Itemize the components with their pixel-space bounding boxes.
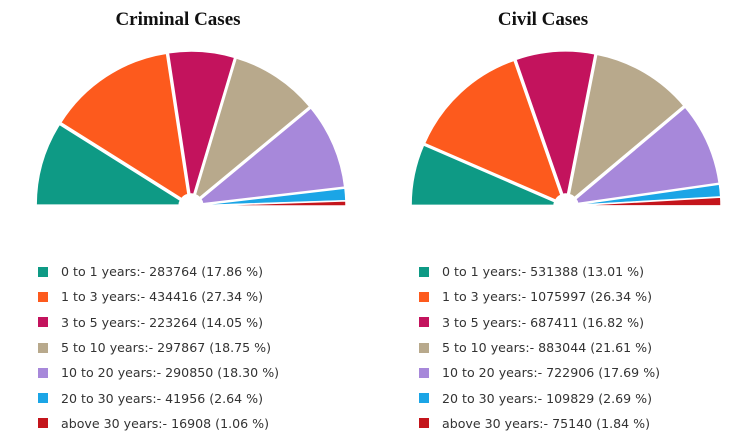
legend-item-20-to-30: 20 to 30 years:- 109829 (2.69 %) bbox=[419, 385, 660, 410]
legend-label: 0 to 1 years:- 531388 (13.01 %) bbox=[442, 264, 645, 280]
pie-slice-above-30 bbox=[577, 196, 722, 207]
legend-label: 10 to 20 years:- 290850 (18.30 %) bbox=[61, 365, 280, 381]
legend-swatch bbox=[419, 266, 429, 277]
legend-swatch bbox=[38, 418, 48, 429]
legend-item-3-to-5: 3 to 5 years:- 687411 (16.82 %) bbox=[419, 310, 660, 335]
legend-item-10-to-20: 10 to 20 years:- 290850 (18.30 %) bbox=[38, 360, 279, 385]
pie-slice-3-to-5 bbox=[514, 50, 596, 196]
legend-item-0-to-1: 0 to 1 years:- 531388 (13.01 %) bbox=[419, 259, 660, 284]
legend-item-5-to-10: 5 to 10 years:- 883044 (21.61 %) bbox=[419, 335, 660, 360]
legend-item-5-to-10: 5 to 10 years:- 297867 (18.75 %) bbox=[38, 335, 279, 360]
pie-slice-10-to-20 bbox=[199, 106, 346, 205]
legend-label: 10 to 20 years:- 722906 (17.69 %) bbox=[442, 365, 661, 381]
civil-cases-legend: 0 to 1 years:- 531388 (13.01 %) 1 to 3 ye… bbox=[419, 259, 660, 436]
pie-slice-5-to-10 bbox=[568, 53, 686, 199]
legend-label: 1 to 3 years:- 1075997 (26.34 %) bbox=[442, 289, 653, 305]
legend-swatch bbox=[38, 342, 48, 353]
legend-swatch bbox=[38, 393, 48, 404]
legend-label: 5 to 10 years:- 883044 (21.61 %) bbox=[442, 340, 653, 356]
legend-label: 20 to 30 years:- 41956 (2.64 %) bbox=[61, 390, 264, 406]
legend-swatch bbox=[419, 342, 429, 353]
pie-slice-1-to-3 bbox=[423, 59, 562, 202]
legend-label: 20 to 30 years:- 109829 (2.69 %) bbox=[442, 390, 653, 406]
legend-swatch bbox=[419, 291, 429, 302]
legend-label: 3 to 5 years:- 223264 (14.05 %) bbox=[61, 314, 264, 330]
pie-slice-10-to-20 bbox=[574, 106, 721, 205]
legend-label: above 30 years:- 16908 (1.06 %) bbox=[61, 415, 269, 431]
criminal-cases-panel: Criminal Cases 0 to 1 years:- 283764 (17… bbox=[0, 0, 370, 442]
civil-cases-panel: Civil Cases 0 to 1 years:- 531388 (13.01… bbox=[371, 0, 741, 442]
legend-item-1-to-3: 1 to 3 years:- 1075997 (26.34 %) bbox=[419, 284, 660, 309]
legend-label: 0 to 1 years:- 283764 (17.86 %) bbox=[61, 264, 264, 280]
pie-slice-0-to-1 bbox=[410, 144, 556, 207]
legend-swatch bbox=[38, 367, 48, 378]
legend-swatch bbox=[38, 317, 48, 328]
legend-label: 3 to 5 years:- 687411 (16.82 %) bbox=[442, 314, 645, 330]
legend-label: above 30 years:- 75140 (1.84 %) bbox=[442, 415, 650, 431]
legend-swatch bbox=[419, 393, 429, 404]
legend-item-20-to-30: 20 to 30 years:- 41956 (2.64 %) bbox=[38, 385, 279, 410]
chart-title-criminal: Criminal Cases bbox=[115, 9, 241, 30]
legend-label: 1 to 3 years:- 434416 (27.34 %) bbox=[61, 289, 264, 305]
legend-item-10-to-20: 10 to 20 years:- 722906 (17.69 %) bbox=[419, 360, 660, 385]
legend-swatch bbox=[38, 291, 48, 302]
pie-slice-above-30 bbox=[202, 200, 347, 207]
legend-item-above-30: above 30 years:- 16908 (1.06 %) bbox=[38, 411, 279, 436]
criminal-cases-half-pie bbox=[35, 50, 347, 207]
pie-slice-0-to-1 bbox=[35, 123, 182, 206]
legend-swatch bbox=[38, 266, 48, 277]
legend-swatch bbox=[419, 418, 429, 429]
pie-slice-3-to-5 bbox=[167, 50, 236, 196]
civil-cases-half-pie bbox=[410, 50, 722, 207]
chart-title-civil: Civil Cases bbox=[497, 9, 589, 30]
legend-item-0-to-1: 0 to 1 years:- 283764 (17.86 %) bbox=[38, 259, 279, 284]
legend-item-1-to-3: 1 to 3 years:- 434416 (27.34 %) bbox=[38, 284, 279, 309]
pie-slice-5-to-10 bbox=[194, 56, 311, 199]
criminal-cases-legend: 0 to 1 years:- 283764 (17.86 %) 1 to 3 ye… bbox=[38, 259, 279, 436]
legend-swatch bbox=[419, 367, 429, 378]
legend-swatch bbox=[419, 317, 429, 328]
legend-label: 5 to 10 years:- 297867 (18.75 %) bbox=[61, 340, 272, 356]
legend-item-3-to-5: 3 to 5 years:- 223264 (14.05 %) bbox=[38, 310, 279, 335]
pie-slice-1-to-3 bbox=[59, 52, 189, 200]
legend-item-above-30: above 30 years:- 75140 (1.84 %) bbox=[419, 411, 660, 436]
